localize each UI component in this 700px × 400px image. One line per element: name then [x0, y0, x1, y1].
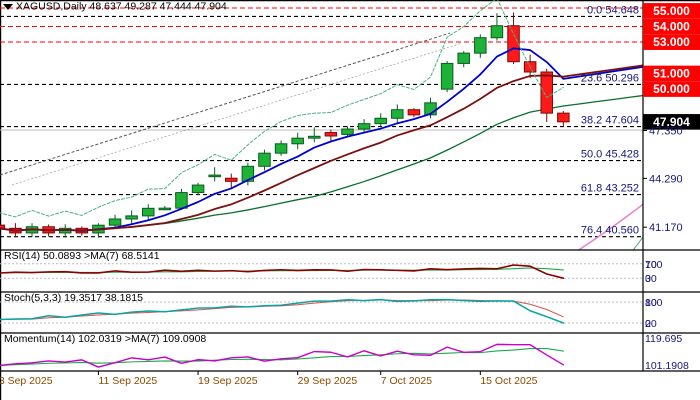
svg-text:101.1908: 101.1908 — [645, 360, 689, 372]
svg-text:44.290: 44.290 — [649, 173, 683, 185]
svg-text:50.000: 50.000 — [653, 82, 690, 96]
svg-text:50.0 45.428: 50.0 45.428 — [581, 149, 639, 161]
svg-text:53.000: 53.000 — [653, 35, 690, 49]
svg-text:41.170: 41.170 — [649, 222, 683, 234]
svg-text:7 Oct 2025: 7 Oct 2025 — [381, 375, 433, 387]
svg-text:Momentum(14) 102.0319 >MA(7): Momentum(14) 102.0319 >MA(7) 109.0908 — [4, 333, 206, 345]
svg-text:29 Sep 2025: 29 Sep 2025 — [298, 375, 358, 387]
svg-text:54.000: 54.000 — [653, 20, 690, 34]
svg-text:23.6 50.296: 23.6 50.296 — [581, 72, 639, 84]
svg-text:11 Sep 2025: 11 Sep 2025 — [98, 375, 157, 387]
svg-text:47.350: 47.350 — [649, 126, 683, 138]
svg-text:RSI(14) 50.0893 >MA(7) 68.514: RSI(14) 50.0893 >MA(7) 68.5141 — [4, 250, 160, 262]
svg-text:0: 0 — [645, 273, 651, 285]
svg-text:76.4 40.560: 76.4 40.560 — [581, 225, 639, 237]
svg-text:100: 100 — [645, 297, 663, 309]
svg-text:61.8 43.252: 61.8 43.252 — [581, 183, 639, 195]
svg-text:0.0 54.648: 0.0 54.648 — [587, 4, 639, 16]
svg-text:51.000: 51.000 — [653, 66, 690, 80]
svg-text:55.000: 55.000 — [653, 4, 690, 18]
svg-text:Stoch(5,3,3) 19.3517 38.1815: Stoch(5,3,3) 19.3517 38.1815 — [4, 292, 143, 304]
svg-text:XAGUSD,Daily 48.637 49.287: XAGUSD,Daily 48.637 49.287 47.444 47.904 — [16, 1, 227, 13]
svg-text:70: 70 — [645, 259, 657, 271]
svg-text:19 Sep 2025: 19 Sep 2025 — [198, 375, 258, 387]
svg-text:119.695: 119.695 — [645, 333, 682, 345]
svg-text:3 Sep 2025: 3 Sep 2025 — [0, 375, 53, 387]
svg-text:38.2 47.604: 38.2 47.604 — [581, 115, 639, 127]
svg-text:15 Oct 2025: 15 Oct 2025 — [480, 375, 537, 387]
svg-text:0: 0 — [645, 318, 651, 330]
